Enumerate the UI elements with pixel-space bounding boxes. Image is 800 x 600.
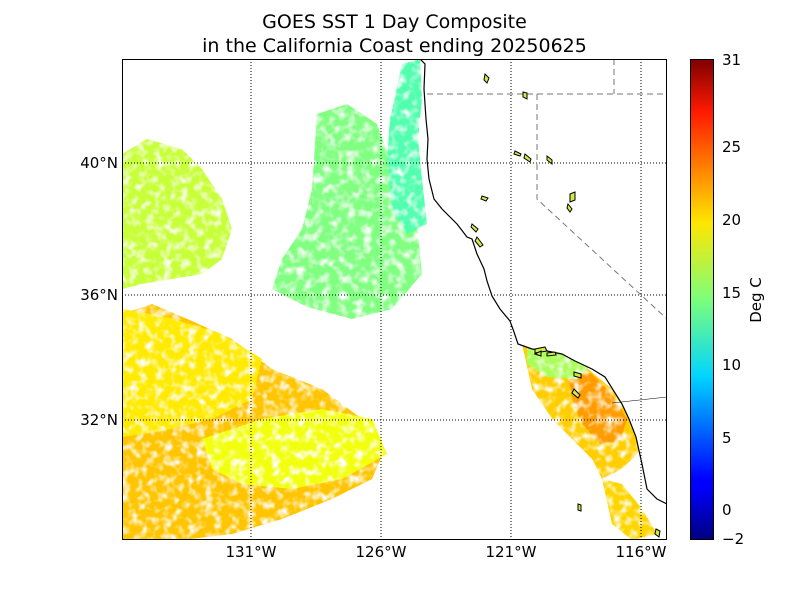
land-mask xyxy=(420,59,667,504)
colorbar-tick-10: 10 xyxy=(722,356,742,374)
state-border-nv xyxy=(427,59,667,320)
border-mexico xyxy=(611,396,667,404)
island-south-1 xyxy=(577,503,582,512)
island-south-2 xyxy=(654,528,661,538)
island-near-coast-1 xyxy=(470,223,479,233)
lon-label-126: 126°W xyxy=(355,543,407,561)
islands xyxy=(470,72,661,538)
lon-label-116: 116°W xyxy=(615,543,667,561)
colorbar-label: Deg C xyxy=(747,277,765,323)
island-north-1 xyxy=(523,153,532,163)
colorbar-tick-31: 31 xyxy=(722,51,742,69)
colorbar-gradient xyxy=(690,59,714,540)
colorbar-tick-0: 0 xyxy=(722,501,732,519)
island-north-2 xyxy=(546,154,553,166)
lat-label-40: 40°N xyxy=(80,154,118,172)
coastline xyxy=(419,59,667,505)
island-north-5 xyxy=(522,91,528,100)
island-near-coast-2 xyxy=(474,236,484,248)
map-title-line-2: in the California Coast ending 20250625 xyxy=(202,35,587,57)
island-north-4 xyxy=(513,150,522,157)
colorbar-tick-5: 5 xyxy=(722,429,732,447)
island-santa-cruz xyxy=(573,371,582,379)
island-catalina xyxy=(533,350,542,357)
colorbar xyxy=(690,59,714,540)
island-north-6 xyxy=(480,195,489,202)
sst-map xyxy=(122,59,667,540)
gridlines xyxy=(122,59,667,540)
colorbar-tick-25: 25 xyxy=(722,138,742,156)
island-santa-rosa xyxy=(546,351,557,357)
colorbar-tick-20: 20 xyxy=(722,211,742,229)
colorbar-tick-15: 15 xyxy=(722,284,742,302)
island-lake-tahoe xyxy=(566,202,573,213)
colorbar-tick-neg2: −2 xyxy=(722,530,745,548)
lat-label-36: 36°N xyxy=(80,286,118,304)
lon-label-121: 121°W xyxy=(485,543,537,561)
island-san-miguel xyxy=(534,346,548,354)
island-san-nicolas xyxy=(571,388,581,399)
lon-label-131: 131°W xyxy=(225,543,277,561)
island-farallon xyxy=(483,72,490,84)
map-frame xyxy=(122,59,667,540)
map-title-line-1: GOES SST 1 Day Composite xyxy=(262,11,527,33)
island-north-3 xyxy=(569,191,576,203)
lat-label-32: 32°N xyxy=(80,411,118,429)
